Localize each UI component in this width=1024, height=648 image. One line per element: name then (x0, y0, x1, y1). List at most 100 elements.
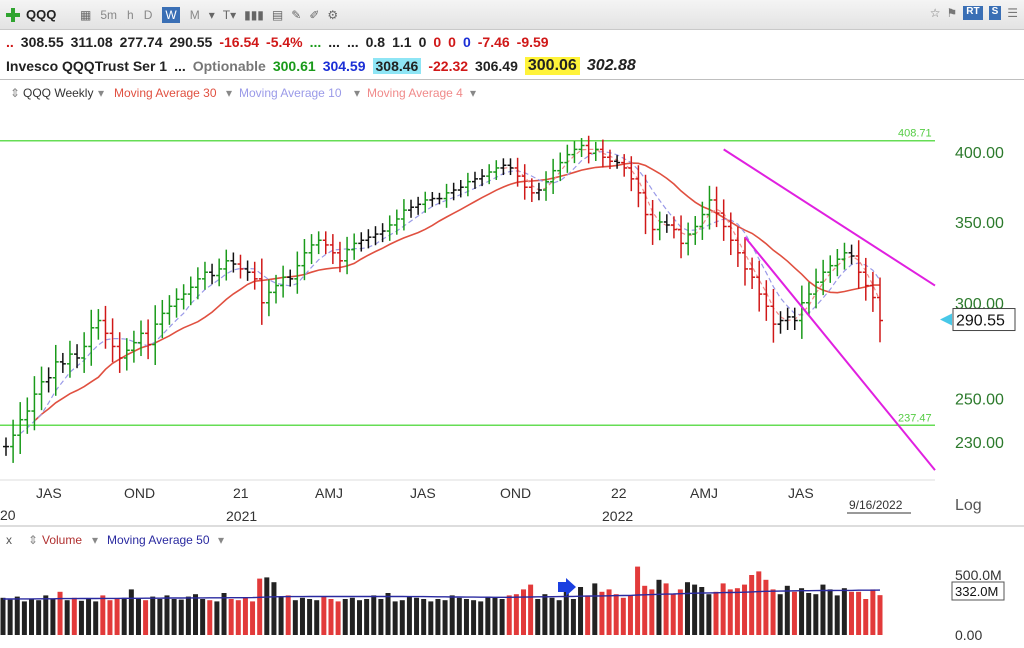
ma30-line (33, 162, 880, 422)
legend-ma10-dropdown-icon[interactable]: ▾ (354, 86, 360, 100)
legend-symbol[interactable]: QQQ Weekly (23, 86, 93, 100)
volume-arrows-icon[interactable]: ⇕ (28, 533, 38, 547)
volume-bar (727, 589, 733, 635)
ohlc-bar (52, 344, 59, 396)
ohlc-bar (31, 376, 38, 431)
volume-bar (820, 584, 826, 635)
ohlc-bar (727, 212, 734, 256)
legend-arrows-icon[interactable]: ⇕ (10, 86, 20, 100)
volume-bar (399, 600, 405, 635)
ohlc-bar (621, 154, 628, 177)
grid-icon[interactable]: ▦ (80, 7, 92, 22)
legend-ma4[interactable]: Moving Average 4 (367, 86, 463, 100)
year-label-20: 20 (0, 507, 16, 523)
star-icon[interactable]: ☆ (929, 6, 941, 20)
legend-ma30-dropdown-icon[interactable]: ▾ (226, 86, 232, 100)
ohlc-bar (550, 158, 557, 194)
volume-bar (292, 600, 298, 635)
timeframe-D[interactable]: D (143, 7, 153, 22)
volume-label[interactable]: Volume (42, 533, 82, 547)
ohlc-bar (379, 223, 386, 243)
flag-icon[interactable]: ⚑ (946, 6, 958, 20)
legend: ⇕ QQQ Weekly ▾ Moving Average 30 ▾ Movin… (10, 86, 476, 100)
timeframe-5m[interactable]: 5m (100, 7, 118, 22)
options-icon[interactable]: ☰ (1007, 6, 1018, 20)
volume-bar (421, 599, 427, 635)
volume-bar (442, 600, 448, 635)
ohlc-bar (10, 419, 17, 463)
legend-ma10[interactable]: Moving Average 10 (239, 86, 342, 100)
ohlc-bar (450, 182, 457, 201)
volume-bar (164, 595, 170, 635)
legend-ma30[interactable]: Moving Average 30 (114, 86, 217, 100)
ohlc-bar (564, 144, 571, 173)
chart-icon[interactable]: ▤ (271, 7, 284, 22)
timeframe-M[interactable]: M (189, 7, 200, 22)
volume-ma-line (3, 589, 881, 600)
trendline-0 (723, 148, 936, 287)
legend-ma4-dropdown-icon[interactable]: ▾ (470, 86, 476, 100)
volume-bar (414, 597, 420, 635)
ohlc-bar (685, 222, 692, 256)
ohlc-bar (507, 158, 514, 176)
volume-bar (478, 601, 484, 635)
volume-legend: x ⇕ Volume ▾ Moving Average 50 ▾ (6, 533, 224, 547)
ohlc-bar (123, 338, 130, 371)
ohlc-bar (308, 234, 315, 265)
volume-bar (520, 589, 526, 635)
volume-bar (449, 595, 455, 635)
symbol-input[interactable]: QQQ (26, 7, 57, 22)
timeframe-h[interactable]: h (127, 7, 134, 22)
volume-ma-label[interactable]: Moving Average 50 (107, 533, 210, 547)
ohlc-bar (635, 165, 642, 208)
volume-close-button[interactable]: x (6, 533, 12, 547)
volume-icon[interactable]: ▮▮▮ (244, 7, 264, 22)
volume-bar (827, 589, 833, 635)
rt-badge[interactable]: RT (963, 6, 983, 20)
log-label[interactable]: Log (955, 497, 982, 514)
timeframe-W[interactable]: W (162, 6, 180, 23)
ohlc-bar (571, 141, 578, 164)
s-badge[interactable]: S (988, 6, 1002, 20)
ohlc-bar (699, 201, 706, 240)
month-label-jas-2: JAS (410, 485, 436, 501)
settings-icon[interactable]: ⚙ (327, 7, 339, 22)
volume-dropdown-icon[interactable]: ▾ (92, 533, 98, 547)
year-label-2021: 2021 (226, 508, 257, 524)
ohlc-bar (358, 232, 365, 252)
ohlc-bar (670, 216, 677, 239)
legend-dropdown-icon[interactable]: ▾ (98, 86, 104, 100)
dots-icon: .. (6, 34, 14, 50)
volume-ma-dropdown-icon[interactable]: ▾ (218, 533, 224, 547)
price-chart[interactable]: ⇕ QQQ Weekly ▾ Moving Average 30 ▾ Movin… (0, 80, 1024, 648)
volume-bar (371, 595, 377, 635)
volume-bar (314, 600, 320, 635)
ohlc-bar (201, 261, 208, 290)
pencil-icon[interactable]: ✎ (291, 7, 302, 22)
volume-bar (877, 595, 883, 635)
volume-bar (364, 599, 370, 635)
volume-axis-label-500: 500.0M (955, 567, 1002, 583)
toolbar-right: ☆ ⚑ RT S ☰ (930, 6, 1018, 20)
dropdown-icon[interactable]: ▾ (208, 7, 215, 22)
volume-bar (307, 599, 313, 635)
volume-bar (14, 596, 20, 635)
ohlc-bar (493, 160, 500, 180)
volume-bar (299, 597, 305, 635)
date-label: 9/16/2022 (849, 498, 903, 512)
volume-bar (107, 600, 113, 635)
ohlc-bar (471, 171, 478, 189)
volume-bar (848, 591, 854, 635)
volume-bar (235, 600, 241, 635)
current-volume-label: 332.0M (955, 584, 998, 599)
stat-n1: -7.46 (477, 34, 510, 50)
ohlc-bar (130, 330, 137, 363)
edit-icon[interactable]: ✐ (309, 7, 320, 22)
volume-bar (78, 600, 84, 635)
add-icon[interactable] (6, 7, 20, 22)
value-3: 308.46 (372, 58, 422, 74)
bar-style-icon[interactable]: T▾ (222, 7, 237, 22)
current-price-arrow-icon (940, 313, 952, 326)
month-label-jas-3: JAS (788, 485, 814, 501)
ohlc-bar (628, 156, 635, 192)
